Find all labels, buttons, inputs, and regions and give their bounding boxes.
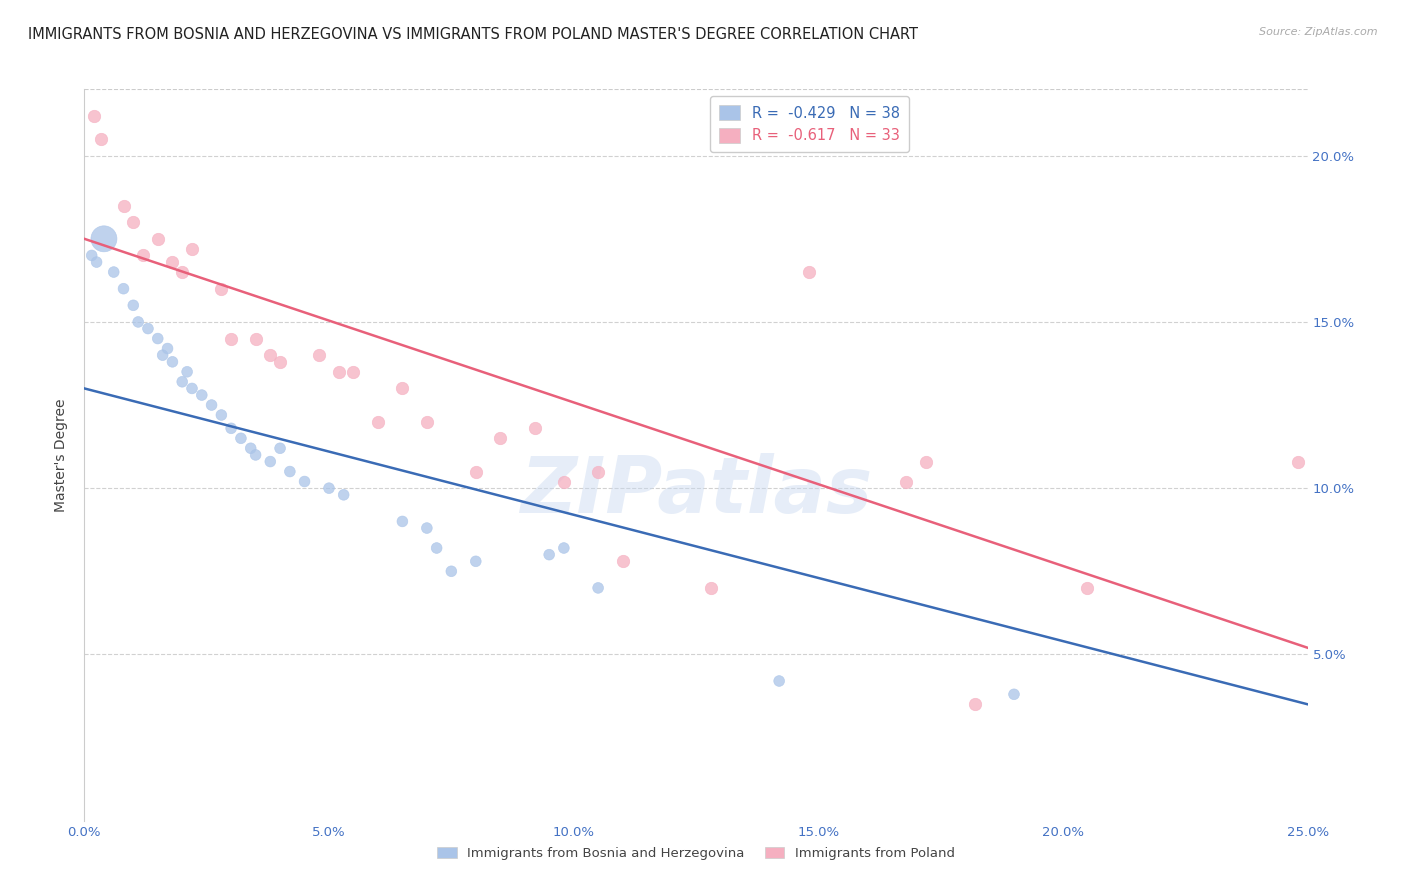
Point xyxy=(553,475,575,489)
Point xyxy=(464,554,486,568)
Point xyxy=(83,109,105,123)
Point xyxy=(318,481,340,495)
Point xyxy=(259,454,281,468)
Point xyxy=(915,454,938,468)
Point xyxy=(245,332,267,346)
Point xyxy=(122,215,145,229)
Point xyxy=(146,332,169,346)
Point xyxy=(219,332,242,346)
Point xyxy=(80,248,103,262)
Point xyxy=(278,465,301,479)
Point xyxy=(93,232,115,246)
Text: IMMIGRANTS FROM BOSNIA AND HERZEGOVINA VS IMMIGRANTS FROM POLAND MASTER'S DEGREE: IMMIGRANTS FROM BOSNIA AND HERZEGOVINA V… xyxy=(28,27,918,42)
Point xyxy=(464,465,486,479)
Point xyxy=(103,265,125,279)
Point xyxy=(112,198,135,212)
Point xyxy=(308,348,330,362)
Point xyxy=(963,698,986,712)
Point xyxy=(209,282,232,296)
Point xyxy=(553,541,575,555)
Point xyxy=(586,581,609,595)
Point xyxy=(1286,454,1309,468)
Point xyxy=(391,515,413,529)
Point xyxy=(181,242,204,256)
Point xyxy=(162,355,184,369)
Point xyxy=(259,348,281,362)
Point xyxy=(127,315,149,329)
Point xyxy=(162,255,184,269)
Point xyxy=(229,431,252,445)
Point xyxy=(122,298,145,312)
Point xyxy=(132,248,155,262)
Point xyxy=(426,541,449,555)
Point xyxy=(538,548,561,562)
Point xyxy=(152,348,174,362)
Point xyxy=(523,421,546,435)
Point xyxy=(416,415,439,429)
Point xyxy=(112,282,135,296)
Point xyxy=(156,342,179,356)
Point xyxy=(416,521,439,535)
Point xyxy=(181,381,204,395)
Point xyxy=(90,132,112,146)
Point xyxy=(489,431,512,445)
Point xyxy=(797,265,820,279)
Point xyxy=(1002,687,1025,701)
Text: ZIPatlas: ZIPatlas xyxy=(520,453,872,530)
Point xyxy=(391,381,413,395)
Y-axis label: Master's Degree: Master's Degree xyxy=(55,398,69,512)
Point xyxy=(172,265,194,279)
Point xyxy=(209,408,232,422)
Point xyxy=(200,398,222,412)
Text: Source: ZipAtlas.com: Source: ZipAtlas.com xyxy=(1260,27,1378,37)
Point xyxy=(86,255,108,269)
Point xyxy=(294,475,316,489)
Point xyxy=(146,232,169,246)
Point xyxy=(136,321,159,335)
Point xyxy=(269,355,291,369)
Point xyxy=(342,365,364,379)
Point xyxy=(586,465,609,479)
Point xyxy=(245,448,267,462)
Point xyxy=(269,442,291,456)
Legend: Immigrants from Bosnia and Herzegovina, Immigrants from Poland: Immigrants from Bosnia and Herzegovina, … xyxy=(432,841,960,865)
Point xyxy=(612,554,634,568)
Point xyxy=(367,415,389,429)
Point xyxy=(176,365,198,379)
Point xyxy=(332,488,354,502)
Point xyxy=(172,375,194,389)
Point xyxy=(239,442,262,456)
Point xyxy=(191,388,214,402)
Point xyxy=(440,564,463,578)
Point xyxy=(896,475,918,489)
Point xyxy=(328,365,350,379)
Point xyxy=(219,421,242,435)
Point xyxy=(699,581,721,595)
Point xyxy=(1076,581,1098,595)
Point xyxy=(768,673,790,688)
